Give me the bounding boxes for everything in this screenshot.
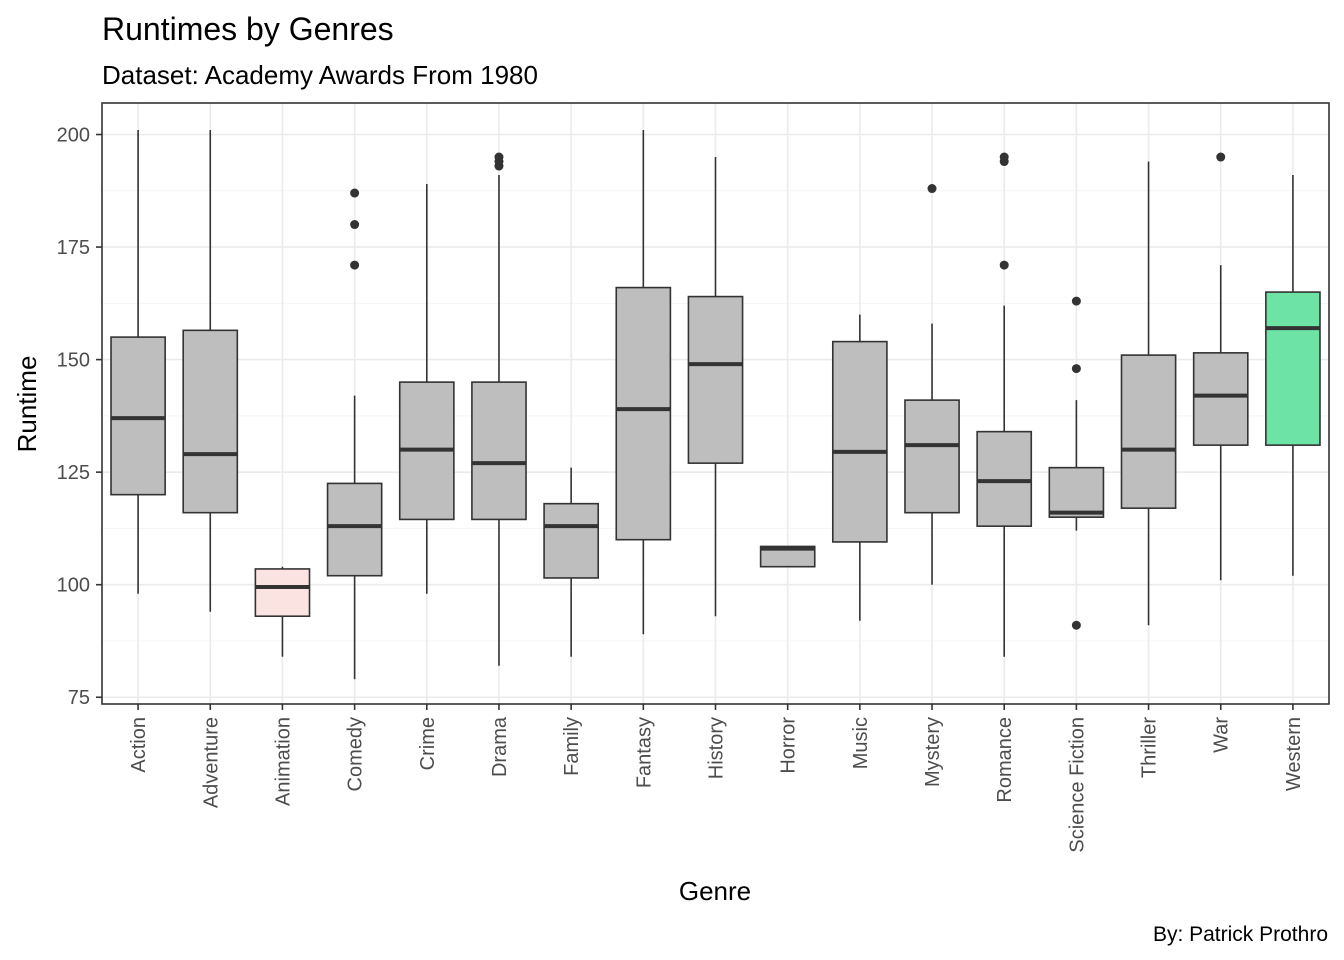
x-tick-label: Western bbox=[1283, 717, 1305, 791]
y-axis: 75 100 125 150 175 200 bbox=[57, 125, 102, 709]
box-animation bbox=[254, 566, 311, 657]
chart-title: Runtimes by Genres bbox=[102, 11, 394, 47]
box-iqr bbox=[615, 286, 672, 541]
x-axis: Action Adventure Animation Comedy Crime Drama… bbox=[128, 704, 1305, 853]
box-iqr bbox=[326, 482, 383, 577]
box-iqr bbox=[1120, 354, 1177, 509]
x-tick-label: Science Fiction bbox=[1066, 717, 1088, 853]
box-music bbox=[831, 314, 888, 621]
box-drama bbox=[471, 152, 527, 666]
outlier-point bbox=[927, 184, 937, 194]
x-tick-label: Family bbox=[561, 717, 583, 776]
outlier-point bbox=[350, 260, 360, 270]
box-iqr bbox=[543, 502, 600, 579]
box-iqr bbox=[1048, 466, 1105, 518]
x-tick-label: War bbox=[1211, 717, 1233, 753]
outlier-point bbox=[1071, 296, 1081, 306]
x-tick-label: Crime bbox=[417, 717, 439, 770]
outlier-point bbox=[1071, 620, 1081, 630]
y-tick-label: 200 bbox=[57, 125, 90, 147]
x-tick-label: Action bbox=[128, 717, 150, 773]
x-tick-label: Adventure bbox=[200, 717, 222, 808]
box-fantasy bbox=[615, 130, 672, 635]
box-romance bbox=[976, 152, 1033, 657]
box-adventure bbox=[182, 130, 239, 612]
x-tick-label: Animation bbox=[272, 717, 294, 806]
box-family bbox=[543, 467, 600, 657]
chart-subtitle: Dataset: Academy Awards From 1980 bbox=[102, 60, 538, 90]
x-tick-label: Mystery bbox=[922, 717, 944, 787]
outlier-point bbox=[1216, 152, 1226, 162]
y-tick-label: 175 bbox=[57, 237, 90, 259]
outlier-point bbox=[999, 260, 1009, 270]
outlier-point bbox=[350, 188, 360, 198]
box-horror bbox=[759, 545, 816, 568]
box-comedy bbox=[326, 188, 383, 680]
box-iqr bbox=[1265, 291, 1321, 446]
y-axis-title: Runtime bbox=[12, 356, 42, 453]
box-series bbox=[110, 130, 1321, 680]
box-iqr bbox=[182, 329, 239, 514]
box-iqr bbox=[904, 399, 960, 514]
box-action bbox=[110, 130, 166, 594]
chart-caption: By: Patrick Prothro bbox=[1153, 923, 1328, 946]
box-iqr bbox=[254, 568, 311, 618]
y-tick-label: 150 bbox=[57, 350, 90, 372]
outlier-point bbox=[999, 152, 1009, 162]
box-war bbox=[1192, 152, 1249, 581]
box-iqr bbox=[110, 336, 166, 496]
box-science-fiction bbox=[1048, 296, 1105, 630]
box-iqr bbox=[976, 430, 1033, 527]
y-tick-label: 125 bbox=[57, 462, 90, 484]
x-tick-label: Comedy bbox=[345, 717, 367, 791]
box-crime bbox=[398, 184, 455, 594]
x-tick-label: Romance bbox=[994, 717, 1016, 803]
x-tick-label: History bbox=[706, 717, 728, 779]
box-iqr bbox=[1192, 352, 1249, 446]
outlier-point bbox=[350, 220, 360, 230]
x-axis-title: Genre bbox=[679, 876, 751, 906]
box-iqr bbox=[831, 340, 888, 543]
box-iqr bbox=[471, 381, 527, 521]
y-tick-label: 75 bbox=[68, 687, 90, 709]
box-mystery bbox=[904, 184, 960, 585]
x-tick-label: Horror bbox=[778, 717, 800, 774]
box-thriller bbox=[1120, 161, 1177, 626]
x-tick-label: Drama bbox=[489, 716, 511, 777]
x-tick-label: Fantasy bbox=[633, 717, 655, 788]
box-history bbox=[687, 157, 744, 617]
x-tick-label: Music bbox=[850, 717, 872, 769]
box-iqr bbox=[759, 545, 816, 568]
box-iqr bbox=[687, 295, 744, 464]
box-western bbox=[1265, 175, 1321, 576]
x-tick-label: Thriller bbox=[1139, 717, 1161, 778]
outlier-point bbox=[1071, 364, 1081, 374]
y-tick-label: 100 bbox=[57, 575, 90, 597]
outlier-point bbox=[494, 152, 504, 162]
